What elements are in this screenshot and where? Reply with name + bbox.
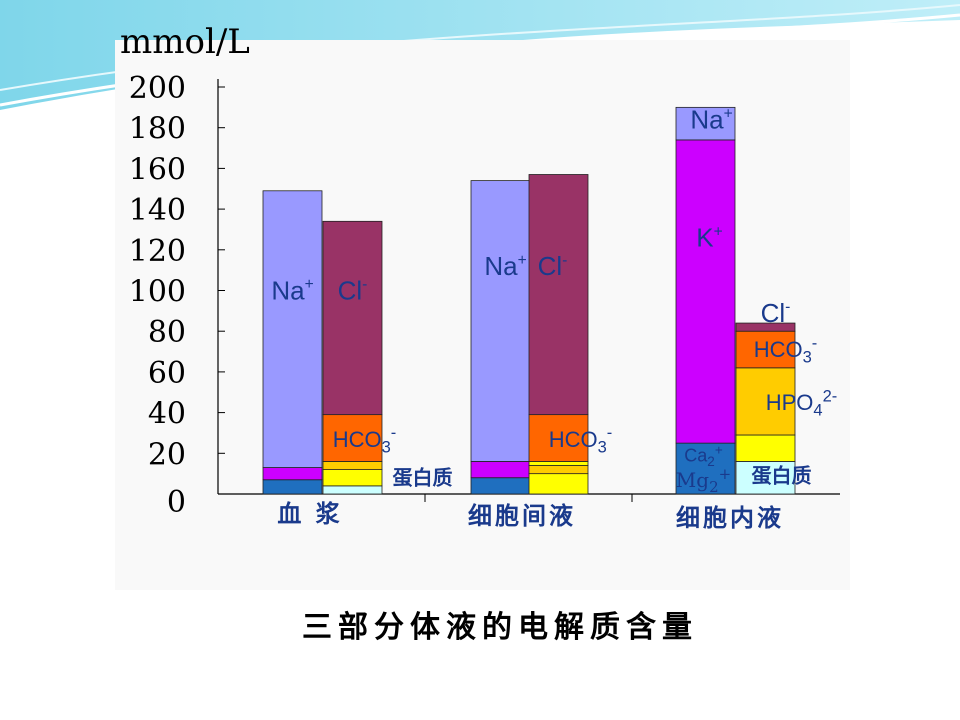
bar-segment [675, 106, 736, 141]
bar-segment [470, 461, 531, 479]
x-category-label: 细胞间液 [468, 501, 576, 530]
bar-segment [470, 180, 531, 462]
y-tick-label: 120 [129, 234, 186, 269]
x-category-label: 血 浆 [277, 499, 342, 528]
chart-caption: 三部分体液的电解质含量 [302, 610, 698, 645]
bar-segment [322, 485, 383, 495]
bar-segment [262, 190, 323, 468]
y-tick-label: 80 [148, 315, 186, 350]
bar-segment [528, 414, 589, 462]
bar-segment [322, 414, 383, 462]
bar-label-intracellular-protein: 蛋白质 [752, 464, 812, 488]
y-tick-label: 60 [148, 356, 186, 391]
bar-segment [675, 442, 736, 495]
bar-label-intracellular-cl: Cl- [761, 298, 791, 328]
bar-segment [735, 322, 796, 332]
y-tick-label: 140 [129, 193, 186, 228]
y-tick-label: 20 [148, 437, 186, 472]
header-swoosh [0, 0, 960, 110]
y-tick-label: 180 [129, 112, 186, 147]
bar-label-intracellular-na: Na+ [690, 105, 732, 135]
bar-segment [322, 220, 383, 416]
bar-label-interstitial-cl: Cl- [538, 251, 568, 281]
bar-label-plasma-protein: 蛋白质 [393, 466, 453, 490]
y-tick-label: 0 [167, 485, 186, 520]
bar-segment [528, 174, 589, 416]
axes: 0 20 40 60 80 100 120 140 160 180 200 血 浆 细胞间液 细胞内液 [129, 71, 840, 532]
bar-label-plasma-cl: Cl- [338, 276, 368, 306]
bar-label-intracellular-mg: Mg2+ [676, 465, 731, 496]
bar-segment [528, 465, 589, 475]
bar-segment [735, 367, 796, 436]
bar-label-interstitial-na: Na+ [484, 251, 526, 281]
x-category-label: 细胞内液 [676, 503, 784, 532]
bars [262, 106, 796, 495]
bar-segment [262, 467, 323, 481]
bar-label-intracellular-hco3: HCO3- [754, 334, 818, 366]
y-tick-label: 100 [129, 275, 186, 310]
bar-label-intracellular-hpo4: HPO42- [766, 387, 838, 419]
y-axis-unit-label: mmol/L [120, 22, 250, 62]
bar-label-intracellular-ca: Ca2+ [684, 442, 723, 469]
y-tick-label: 160 [129, 152, 186, 187]
bar-segment [322, 469, 383, 487]
bar-label-interstitial-hco3: HCO3- [549, 424, 613, 456]
bar-label-plasma-na: Na+ [271, 276, 313, 306]
bar-segment [735, 434, 796, 462]
bar-segment [262, 479, 323, 495]
bar-segment [528, 473, 589, 495]
bar-label-plasma-hco3: HCO3- [333, 424, 397, 456]
bar-segment [735, 461, 796, 495]
bar-segment [528, 461, 589, 466]
bar-label-intracellular-k: K+ [696, 223, 722, 253]
y-tick-label: 200 [129, 71, 186, 106]
y-tick-label: 40 [148, 397, 186, 432]
bar-segment [675, 139, 736, 444]
bar-labels: Na+ Cl- HCO3- 蛋白质 Na+ Cl- HCO3- Na+ K+ Ca2+Mg2+ Cl… [271, 105, 837, 496]
bar-segment [322, 461, 383, 470]
bar-segment [470, 477, 531, 495]
